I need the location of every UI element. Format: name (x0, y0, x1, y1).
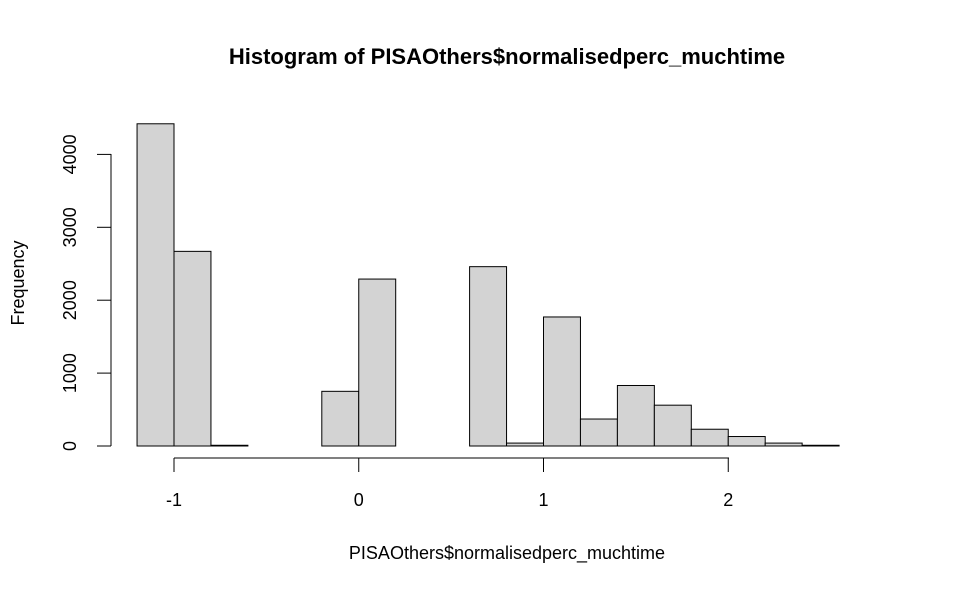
histogram-bar (506, 442, 544, 447)
y-tick-label: 2000 (60, 280, 80, 320)
y-axis-ticks: 0 1000 2000 3000 4000 (60, 134, 111, 451)
histogram-bar (543, 316, 581, 447)
y-axis-label: Frequency (8, 240, 28, 325)
y-tick-label: 3000 (60, 207, 80, 247)
histogram-bar (173, 250, 212, 447)
histogram-bar (616, 384, 655, 447)
bars-group (136, 123, 840, 447)
chart-title: Histogram of PISAOthers$normalisedperc_m… (229, 44, 785, 69)
histogram-bar (653, 404, 692, 447)
x-axis-ticks: -1 0 1 2 (166, 458, 733, 510)
histogram-bar (764, 442, 803, 447)
histogram-bar (801, 444, 840, 447)
y-tick-label: 0 (60, 441, 80, 451)
x-axis-label: PISAOthers$normalisedperc_muchtime (349, 543, 665, 564)
histogram-bar (690, 428, 729, 447)
x-tick-label: 2 (723, 490, 733, 510)
histogram-bar (210, 444, 249, 447)
y-tick-label: 4000 (60, 134, 80, 174)
histogram-bar (469, 266, 508, 447)
y-tick-label: 1000 (60, 353, 80, 393)
histogram-bar (358, 278, 397, 447)
histogram-bar (321, 390, 360, 447)
histogram-bar (727, 436, 766, 447)
x-tick-label: 1 (538, 490, 548, 510)
x-tick-label: -1 (166, 490, 182, 510)
x-tick-label: 0 (354, 490, 364, 510)
histogram-bar (579, 418, 618, 447)
histogram-bar (136, 123, 175, 447)
